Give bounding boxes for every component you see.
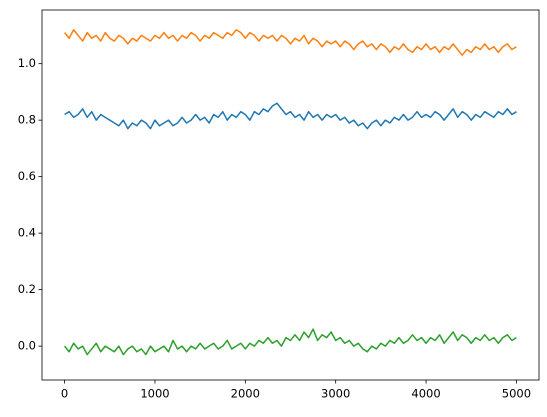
y-tick-label: 0.2 — [18, 282, 36, 296]
x-tick-label: 1000 — [140, 387, 169, 401]
x-tick-label: 5000 — [502, 387, 531, 401]
x-tick-label: 2000 — [231, 387, 260, 401]
line-series — [64, 102, 517, 130]
y-tick-label: 0.4 — [18, 226, 36, 240]
line-series — [64, 328, 517, 356]
y-tick-label: 0.6 — [18, 169, 36, 183]
x-tick-label: 4000 — [411, 387, 440, 401]
y-tick-label: 1.0 — [18, 56, 36, 70]
x-tick-label: 0 — [61, 387, 68, 401]
y-tick-label: 0.0 — [18, 339, 36, 353]
x-tick-label: 3000 — [321, 387, 350, 401]
y-tick-label: 0.8 — [18, 113, 36, 127]
axes-frame — [41, 9, 540, 381]
line-series — [64, 29, 517, 56]
